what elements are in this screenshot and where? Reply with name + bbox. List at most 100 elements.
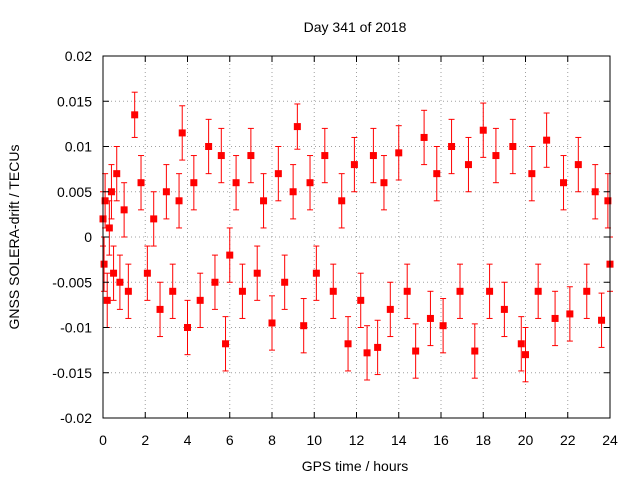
y-tick-label: -0.005	[52, 274, 92, 290]
data-point	[486, 287, 494, 295]
y-tick-label: 0.02	[65, 48, 92, 64]
data-point	[560, 179, 568, 187]
data-point	[178, 129, 186, 137]
data-point	[124, 287, 132, 295]
data-point	[175, 197, 183, 205]
y-tick-label: 0.01	[65, 139, 92, 155]
data-point	[380, 179, 388, 187]
data-point	[386, 305, 394, 313]
data-point	[274, 170, 282, 178]
data-point	[156, 305, 164, 313]
data-point	[253, 269, 261, 277]
data-point	[162, 188, 170, 196]
data-point	[184, 324, 191, 331]
data-point	[395, 149, 403, 157]
data-point	[551, 314, 559, 322]
data-point	[190, 179, 198, 187]
x-tick-label: 12	[349, 432, 365, 448]
x-tick-label: 18	[475, 432, 491, 448]
data-point	[598, 316, 606, 324]
x-tick-label: 10	[306, 432, 322, 448]
data-point	[509, 143, 517, 150]
data-point	[374, 343, 382, 351]
data-point	[300, 322, 308, 330]
x-axis-label: GPS time / hours	[302, 458, 409, 474]
data-point	[471, 347, 479, 355]
data-point	[456, 287, 464, 295]
data-point	[439, 322, 447, 330]
y-tick-label: -0.01	[60, 320, 92, 336]
x-tick-label: 22	[560, 432, 576, 448]
y-tick-label: -0.015	[52, 365, 92, 381]
data-point	[101, 197, 109, 205]
data-point	[369, 152, 377, 160]
x-tick-label: 2	[141, 432, 149, 448]
data-point	[479, 126, 487, 134]
data-point	[412, 347, 420, 355]
data-point	[196, 296, 204, 304]
data-point	[110, 269, 118, 277]
y-tick-label: 0.015	[57, 93, 92, 109]
data-point	[357, 296, 365, 304]
data-point	[217, 152, 225, 160]
x-tick-label: 0	[99, 432, 107, 448]
data-point	[293, 123, 301, 131]
x-tick-label: 16	[433, 432, 449, 448]
x-tick-label: 8	[268, 432, 276, 448]
data-point	[211, 278, 219, 286]
data-point	[289, 188, 297, 196]
data-point	[226, 251, 234, 259]
data-point	[169, 287, 177, 295]
data-point	[143, 269, 151, 277]
x-tick-label: 24	[602, 432, 618, 448]
data-point	[363, 349, 371, 357]
data-point	[500, 305, 508, 313]
data-point	[574, 161, 582, 169]
chart-title: Day 341 of 2018	[304, 19, 407, 35]
data-point	[150, 215, 158, 223]
y-axis-label: GNSS SOLERA-drift / TECUs	[6, 145, 22, 330]
data-point	[105, 224, 113, 232]
x-tick-label: 6	[226, 432, 234, 448]
data-point	[205, 143, 213, 150]
data-point	[268, 319, 276, 327]
data-point	[232, 179, 240, 187]
data-point	[517, 340, 525, 348]
y-tick-label: -0.02	[60, 410, 92, 426]
data-point	[103, 296, 111, 304]
data-point	[591, 188, 599, 196]
data-point	[247, 152, 255, 160]
data-point	[403, 287, 411, 295]
data-point	[426, 314, 434, 322]
data-point	[350, 161, 358, 169]
data-point	[238, 287, 246, 295]
data-point	[312, 269, 320, 277]
data-point	[137, 179, 145, 187]
data-point	[100, 260, 108, 268]
data-point	[528, 170, 536, 178]
y-tick-label: 0.005	[57, 184, 92, 200]
data-point	[329, 287, 337, 295]
data-point	[131, 111, 139, 119]
data-point	[522, 351, 529, 359]
data-point	[338, 197, 346, 205]
data-point	[281, 278, 289, 286]
data-point	[464, 161, 472, 169]
data-point	[222, 340, 230, 348]
data-point	[420, 133, 428, 141]
data-point	[604, 197, 612, 205]
data-point	[433, 170, 441, 178]
data-point	[344, 340, 352, 348]
data-point	[120, 206, 128, 214]
x-tick-label: 4	[184, 432, 192, 448]
data-point	[448, 143, 456, 150]
x-tick-label: 14	[391, 432, 407, 448]
data-point	[113, 170, 121, 178]
data-point	[116, 278, 124, 286]
x-tick-label: 20	[518, 432, 534, 448]
data-point	[492, 152, 500, 160]
data-point	[534, 287, 542, 295]
data-point	[583, 287, 591, 295]
grid	[103, 56, 610, 418]
